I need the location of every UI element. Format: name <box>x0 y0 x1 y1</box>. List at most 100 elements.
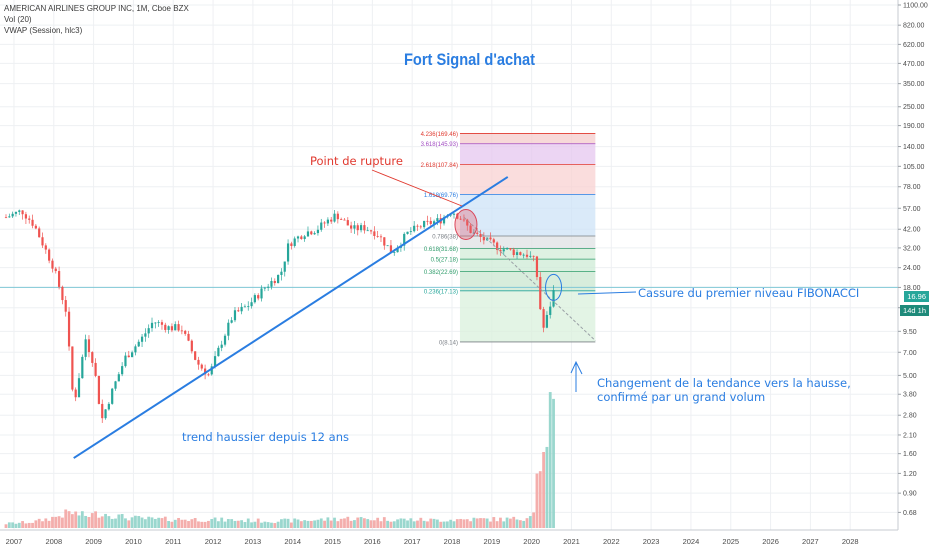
volume-bar <box>84 515 88 528</box>
volume-bar <box>515 519 519 528</box>
candle-body <box>114 381 117 389</box>
candle-body <box>386 245 389 247</box>
candle-body <box>220 344 223 348</box>
candle-body <box>389 245 393 253</box>
x-tick-label: 2020 <box>523 537 540 546</box>
candle-body <box>336 213 339 220</box>
volume-bar <box>167 520 171 528</box>
x-tick-label: 2015 <box>324 537 341 546</box>
volume-bar <box>386 520 390 528</box>
candle-body <box>197 359 200 365</box>
volume-bar <box>372 520 376 528</box>
candle-body <box>300 236 303 240</box>
x-tick-label: 2018 <box>444 537 461 546</box>
candle-body <box>310 231 313 235</box>
candle-body <box>306 231 310 237</box>
x-tick-label: 2021 <box>563 537 580 546</box>
candle-body <box>34 225 37 229</box>
y-tick-label: 620.00 <box>903 42 925 49</box>
fib-level-label: 4.236(169.46) <box>421 132 458 138</box>
fib-break-pointer <box>577 291 637 295</box>
candle-body <box>482 236 485 241</box>
volume-bar <box>469 521 472 528</box>
candle-body <box>51 260 54 269</box>
volume-bar <box>114 518 117 528</box>
trend-change-annotation-2: confirmé par un grand volum <box>597 390 766 404</box>
volume-bar <box>323 520 326 528</box>
candle-body <box>223 335 227 345</box>
volume-bar <box>147 516 151 528</box>
candle-body <box>373 231 376 236</box>
volume-bar <box>230 519 234 528</box>
volume-bar <box>207 520 210 528</box>
volume-bar <box>402 518 406 528</box>
candle-body <box>213 356 217 367</box>
candle-body <box>476 232 479 234</box>
volume-bar <box>353 520 356 528</box>
volume-bar <box>316 519 320 528</box>
volume-bar <box>190 519 194 528</box>
candle-body <box>170 326 174 331</box>
candle-body <box>479 233 482 237</box>
rupture-annotation: Point de rupture <box>310 154 403 168</box>
candle-body <box>502 249 505 252</box>
volume-bar <box>432 518 436 528</box>
candle-body <box>217 347 220 357</box>
candle-body <box>94 362 97 376</box>
candle-body <box>267 286 270 288</box>
volume-bar <box>535 473 539 528</box>
candle-body <box>187 333 190 341</box>
fib-level-label: 3.618(145.93) <box>421 142 458 148</box>
volume-bar <box>240 520 244 528</box>
candle-body <box>150 322 154 329</box>
candle-body <box>147 328 150 334</box>
volume-bar <box>213 517 217 528</box>
candle-body <box>190 340 193 352</box>
y-tick-label: 0.90 <box>903 491 917 498</box>
y-tick-label: 3.80 <box>903 392 917 399</box>
candle-body <box>97 375 101 404</box>
volume-bar <box>329 520 333 528</box>
candle-body <box>273 280 276 284</box>
candle-body <box>413 225 416 232</box>
candle-body <box>233 310 237 321</box>
candle-body <box>194 351 197 360</box>
candle-body <box>423 220 426 228</box>
candle-body <box>429 220 432 224</box>
y-tick-label: 1100.00 <box>903 3 928 10</box>
candle-body <box>356 225 359 231</box>
y-tick-label: 42.00 <box>903 227 921 234</box>
volume-bar <box>27 522 31 528</box>
candle-body <box>257 295 260 299</box>
volume-bar <box>416 520 419 528</box>
volume-bar <box>80 511 84 528</box>
chart-legend: AMERICAN AIRLINES GROUP INC, 1M, Cboe BZ… <box>4 3 189 36</box>
candle-body <box>313 233 316 235</box>
volume-bar <box>309 520 313 528</box>
volume-bar <box>64 509 68 528</box>
candle-body <box>210 366 213 375</box>
volume-bar <box>104 513 107 528</box>
candle-body <box>505 248 509 250</box>
volume-bar <box>100 516 104 528</box>
volume-bar <box>256 518 260 528</box>
volume-bar <box>459 518 463 528</box>
vwap-indicator-line: VWAP (Session, hlc3) <box>4 26 83 35</box>
fib-zone <box>459 271 596 291</box>
candle-body <box>64 300 67 312</box>
fib-zone <box>459 259 596 272</box>
volume-bar <box>87 517 91 528</box>
y-tick-label: 9.50 <box>903 329 917 336</box>
volume-bar <box>518 520 522 528</box>
candle-body <box>250 302 253 307</box>
candle-body <box>260 288 263 299</box>
x-tick-label: 2017 <box>404 537 421 546</box>
y-tick-label: 7.00 <box>903 350 917 357</box>
candle-body <box>230 320 233 323</box>
candle-body <box>227 322 230 336</box>
candle-body <box>200 364 203 369</box>
x-tick-label: 2010 <box>125 537 142 546</box>
candle-body <box>67 311 71 347</box>
volume-bar <box>117 514 121 528</box>
